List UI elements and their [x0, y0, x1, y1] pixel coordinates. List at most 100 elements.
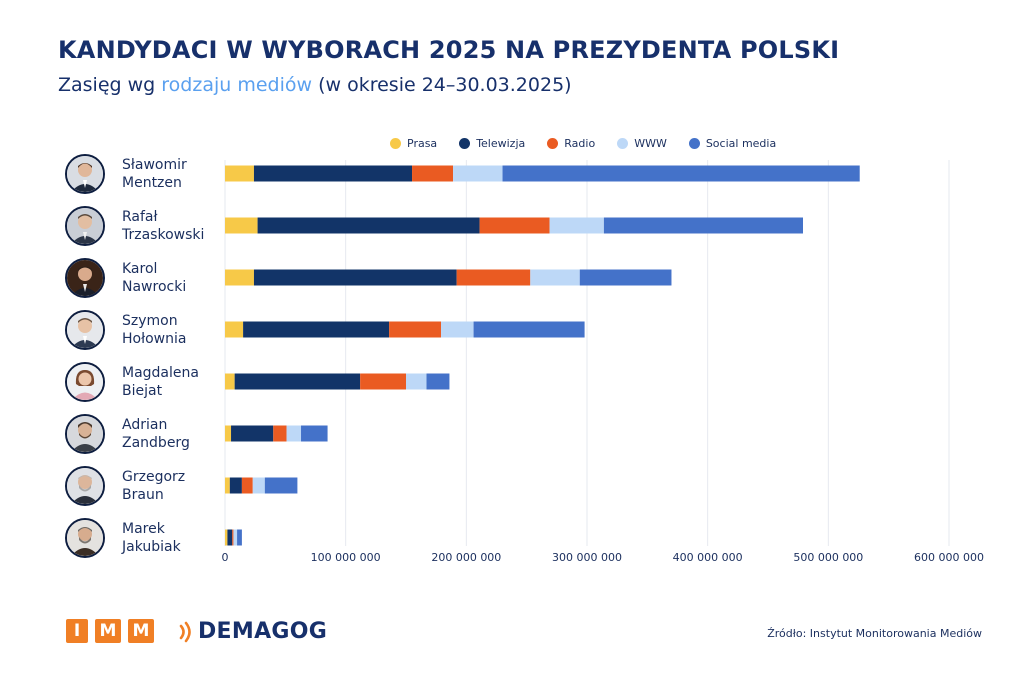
candidate-name: Rafał Trzaskowski	[122, 208, 204, 244]
candidate-first-name: Rafał	[122, 209, 158, 225]
source-note: Źródło: Instytut Monitorowania Mediów	[767, 627, 982, 640]
candidate-holownia: Szymon Hołownia	[65, 308, 235, 352]
bar-segment-radio	[360, 373, 406, 390]
bar-segment-telewizja	[253, 165, 413, 182]
bar-segment-prasa	[225, 425, 232, 442]
legend-item-social-media: Social media	[688, 137, 777, 150]
bar-segment-www	[440, 321, 474, 338]
bar-segment-radio	[389, 321, 441, 338]
bar-segment-social-media	[579, 269, 672, 286]
legend-item-telewizja: Telewizja	[459, 137, 525, 150]
legend-label-www: WWW	[634, 137, 667, 150]
candidate-name: Marek Jakubiak	[122, 520, 181, 556]
legend-swatch-www	[617, 138, 629, 149]
candidate-name: Sławomir Mentzen	[122, 156, 187, 192]
bar-segment-radio	[412, 165, 454, 182]
subtitle-prefix: Zasięg wg	[58, 74, 162, 96]
bar-segment-social-media	[301, 425, 328, 442]
subtitle-highlight: rodzaju mediów	[161, 74, 313, 96]
x-tick-label: 600 000 000	[914, 551, 984, 564]
candidate-last-name: Nawrocki	[122, 279, 187, 295]
legend-label-telewizja: Telewizja	[476, 137, 526, 150]
legend-swatch-telewizja	[459, 138, 471, 149]
candidate-last-name: Mentzen	[122, 175, 182, 191]
bar-segment-prasa	[225, 477, 230, 494]
candidate-first-name: Grzegorz	[122, 469, 186, 485]
bar-segment-telewizja	[243, 321, 390, 338]
bar-segment-telewizja	[253, 269, 457, 286]
legend-item-radio: Radio	[547, 137, 595, 150]
avatar-jakubiak	[65, 518, 105, 558]
bar-segment-telewizja	[234, 373, 361, 390]
bar-segment-social-media	[426, 373, 450, 390]
avatar-braun	[65, 466, 105, 506]
bar-segment-telewizja	[257, 217, 480, 234]
imm-logo: I M M	[66, 619, 154, 643]
legend-label-radio: Radio	[564, 137, 596, 150]
bar-segment-www	[252, 477, 265, 494]
bar-segment-www	[286, 425, 302, 442]
x-tick-label: 300 000 000	[552, 551, 622, 564]
candidate-biejat: Magdalena Biejat	[65, 360, 235, 404]
x-tick-label: 200 000 000	[431, 551, 501, 564]
bar-segment-www	[530, 269, 580, 286]
bar-segment-prasa	[225, 373, 235, 390]
legend-item-prasa: Prasa	[390, 137, 437, 150]
imm-logo-letter: M	[128, 619, 154, 643]
legend-label-prasa: Prasa	[407, 137, 438, 150]
bar-segment-telewizja	[231, 425, 274, 442]
chart-legend: Prasa Telewizja Radio WWW Social media	[390, 137, 776, 150]
chart-title: KANDYDACI W WYBORACH 2025 NA PREZYDENTA …	[58, 36, 840, 64]
candidate-first-name: Szymon	[122, 313, 178, 329]
candidate-jakubiak: Marek Jakubiak	[65, 516, 235, 560]
x-tick-label: 500 000 000	[793, 551, 863, 564]
candidate-mentzen: Sławomir Mentzen	[65, 152, 235, 196]
candidate-last-name: Jakubiak	[122, 539, 181, 555]
bar-segment-social-media	[502, 165, 860, 182]
candidate-last-name: Biejat	[122, 383, 163, 399]
candidate-first-name: Karol	[122, 261, 158, 277]
avatar-nawrocki	[65, 258, 105, 298]
candidate-last-name: Hołownia	[122, 331, 187, 347]
legend-item-www: WWW	[617, 137, 667, 150]
candidate-name: Grzegorz Braun	[122, 468, 185, 504]
demagog-logo: DEMAGOG	[178, 619, 327, 644]
legend-swatch-prasa	[390, 138, 401, 149]
bar-segment-telewizja	[227, 529, 233, 546]
bar-segment-social-media	[603, 217, 803, 234]
bar-segment-prasa	[225, 269, 254, 286]
candidate-first-name: Marek	[122, 521, 165, 537]
candidate-last-name: Zandberg	[122, 435, 190, 451]
imm-logo-letter: M	[95, 619, 121, 643]
bar-segment-radio	[232, 529, 234, 546]
candidate-name: Karol Nawrocki	[122, 260, 186, 296]
candidate-name: Adrian Zandberg	[122, 416, 190, 452]
avatar-biejat	[65, 362, 105, 402]
demagog-wordmark: DEMAGOG	[198, 619, 328, 644]
candidate-first-name: Adrian	[122, 417, 168, 433]
bar-segment-prasa	[225, 529, 228, 546]
imm-logo-letter: I	[66, 619, 88, 643]
bar-segment-prasa	[225, 217, 258, 234]
candidate-name: Magdalena Biejat	[122, 364, 199, 400]
candidate-first-name: Sławomir	[122, 157, 187, 173]
candidate-name: Szymon Hołownia	[122, 312, 186, 348]
legend-label-social-media: Social media	[705, 137, 777, 150]
bar-segment-radio	[241, 477, 253, 494]
candidate-nawrocki: Karol Nawrocki	[65, 256, 235, 300]
bar-segment-radio	[479, 217, 550, 234]
x-tick-label: 400 000 000	[673, 551, 743, 564]
bar-segment-social-media	[473, 321, 585, 338]
bar-segment-www	[406, 373, 427, 390]
avatar-mentzen	[65, 154, 105, 194]
x-tick-label: 0	[222, 551, 229, 564]
bar-segment-www	[233, 529, 238, 546]
bar-segment-prasa	[225, 165, 254, 182]
broadcast-icon	[179, 621, 191, 642]
bar-segment-social-media	[264, 477, 298, 494]
candidate-zandberg: Adrian Zandberg	[65, 412, 235, 456]
bar-segment-telewizja	[229, 477, 242, 494]
candidate-last-name: Trzaskowski	[122, 227, 205, 243]
bar-segment-www	[549, 217, 604, 234]
